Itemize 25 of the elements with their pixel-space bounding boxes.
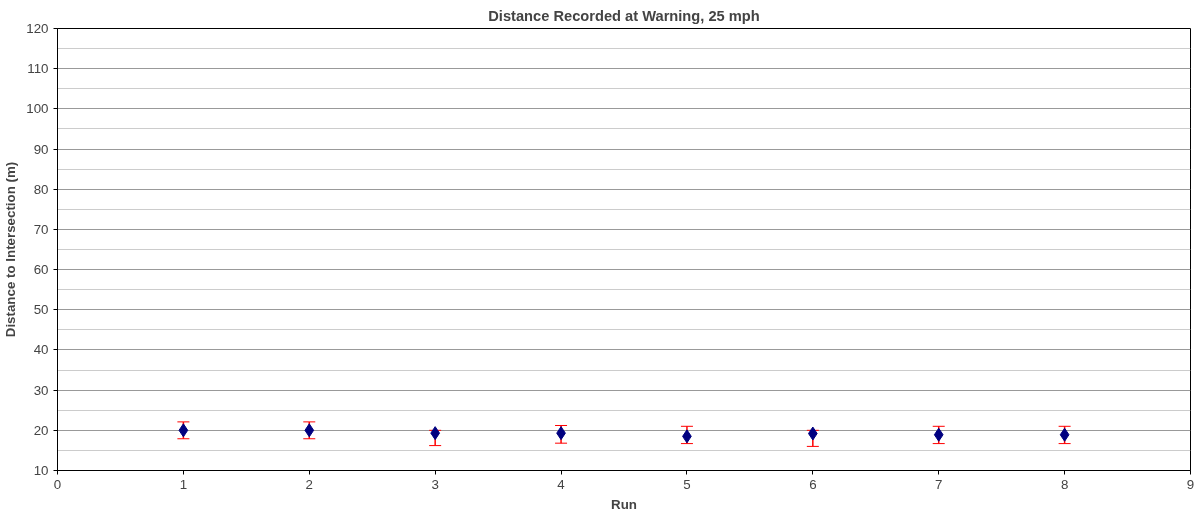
y-axis-title: Distance to Intersection (m) — [3, 161, 19, 338]
y-tick-label: 30 — [33, 382, 49, 398]
y-tick-label: 80 — [33, 181, 49, 197]
x-tick-label: 2 — [305, 476, 313, 492]
y-tick-label: 90 — [33, 141, 49, 157]
x-tick-label: 6 — [809, 476, 817, 492]
y-tick-label: 50 — [33, 302, 49, 318]
x-tick-label: 8 — [1060, 476, 1069, 492]
y-tick-label: 100 — [26, 101, 49, 117]
x-tick-label: 9 — [1186, 476, 1195, 492]
x-tick-label: 5 — [683, 476, 691, 492]
x-tick-label: 4 — [557, 476, 566, 492]
y-tick-label: 120 — [26, 21, 49, 36]
chart-title: Distance Recorded at Warning, 25 mph — [488, 7, 760, 24]
x-tick-label: 0 — [53, 476, 62, 492]
y-tick-label: 70 — [33, 221, 49, 237]
y-tick-label: 60 — [33, 262, 49, 278]
y-tick-label: 20 — [33, 422, 49, 438]
x-axis-title: Run — [611, 496, 637, 512]
y-tick-label: 10 — [33, 463, 49, 478]
x-tick-label: 1 — [179, 476, 188, 492]
x-tick-label: 7 — [935, 476, 943, 492]
y-tick-label: 110 — [27, 61, 49, 77]
y-tick-label: 40 — [33, 342, 49, 358]
x-tick-label: 3 — [431, 476, 439, 492]
